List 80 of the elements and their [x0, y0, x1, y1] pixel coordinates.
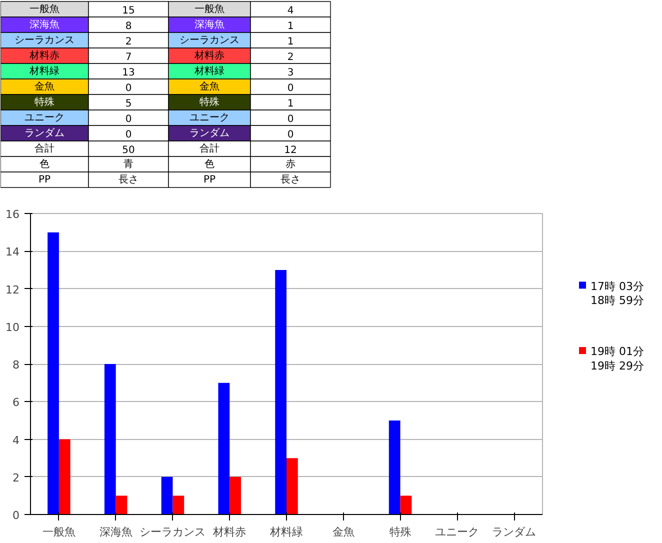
text: 2	[287, 52, 294, 63]
text: 長さ	[280, 174, 300, 186]
y-tick-label: 10	[6, 320, 20, 334]
text: 材料緑	[28, 64, 60, 77]
text: 特殊	[200, 96, 220, 108]
x-tick-label: 材料緑	[269, 526, 303, 538]
legend-label: 19時 01分 19時 29分	[590, 345, 644, 372]
y-tick-label: 12	[6, 283, 20, 296]
text: 材料赤	[194, 49, 224, 62]
x-tick-label: ユニーク	[435, 526, 480, 538]
x-tick-label: ランダム	[492, 526, 536, 538]
bar	[388, 420, 400, 514]
x-tick-label: 深海魚	[99, 526, 132, 538]
x-tick-label: シーラカンス	[140, 526, 206, 538]
text: ユニーク	[190, 112, 230, 124]
bar	[172, 496, 184, 514]
y-tick-label: 8	[12, 358, 20, 372]
text: 材料緑	[194, 64, 224, 77]
x-tick-label: 特殊	[389, 526, 412, 538]
text: 色	[40, 158, 50, 170]
text: 13	[122, 67, 135, 78]
text: 金魚	[200, 80, 220, 92]
text: 0	[125, 129, 132, 140]
text: ランダム	[24, 126, 64, 139]
text: 50	[122, 144, 135, 156]
text: 15	[122, 5, 135, 16]
text: 8	[125, 20, 132, 32]
x-tick-label: 材料赤	[212, 526, 246, 538]
text: 0	[287, 114, 294, 125]
text: 7	[125, 52, 132, 63]
text: 合計	[34, 142, 54, 154]
text: 12	[284, 144, 297, 156]
bar	[218, 382, 230, 514]
text: 0	[125, 114, 132, 125]
y-tick-label: 16	[6, 208, 20, 221]
bar	[286, 458, 298, 514]
text: 深海魚	[30, 18, 60, 30]
text: ランダム	[190, 126, 230, 139]
y-tick-label: 4	[12, 434, 20, 447]
text: 0	[287, 129, 294, 140]
text: ユニーク	[24, 112, 64, 124]
text: 1	[287, 98, 294, 110]
y-tick-label: 0	[12, 509, 20, 522]
bar	[116, 496, 128, 514]
text: 深海魚	[194, 18, 224, 30]
x-tick-label: 一般魚	[42, 526, 76, 538]
bar	[230, 476, 241, 514]
bar	[161, 476, 173, 514]
bar	[400, 496, 412, 514]
text: 2	[125, 36, 132, 48]
legend-label: 17時 03分 18時 59分	[590, 280, 644, 308]
text: 4	[287, 5, 294, 16]
bar	[58, 439, 70, 514]
bar	[275, 270, 286, 514]
text: 一般魚	[30, 2, 60, 15]
text: 一般魚	[194, 2, 224, 15]
text: シーラカンス	[14, 34, 74, 46]
bar	[104, 364, 116, 514]
text: 長さ	[118, 174, 138, 186]
text: 3	[287, 67, 294, 78]
y-tick-label: 14	[6, 246, 20, 259]
text: 金魚	[34, 80, 54, 92]
text: 青	[124, 158, 134, 170]
text: 合計	[200, 142, 220, 154]
text: 5	[125, 98, 132, 110]
y-tick-label: 6	[12, 396, 20, 410]
y-tick-label: 2	[12, 471, 20, 484]
text: PP	[203, 174, 216, 186]
text: PP	[38, 174, 51, 186]
text: 0	[287, 82, 294, 94]
bar	[48, 232, 59, 514]
text: 色	[204, 158, 214, 170]
text: 材料赤	[28, 49, 60, 62]
text: 1	[287, 36, 294, 48]
x-tick-label: 金魚	[332, 526, 354, 538]
text: 0	[125, 82, 132, 94]
text: 特殊	[34, 96, 54, 108]
text: シーラカンス	[180, 34, 240, 46]
text: 赤	[286, 158, 296, 170]
text: 1	[287, 20, 294, 32]
